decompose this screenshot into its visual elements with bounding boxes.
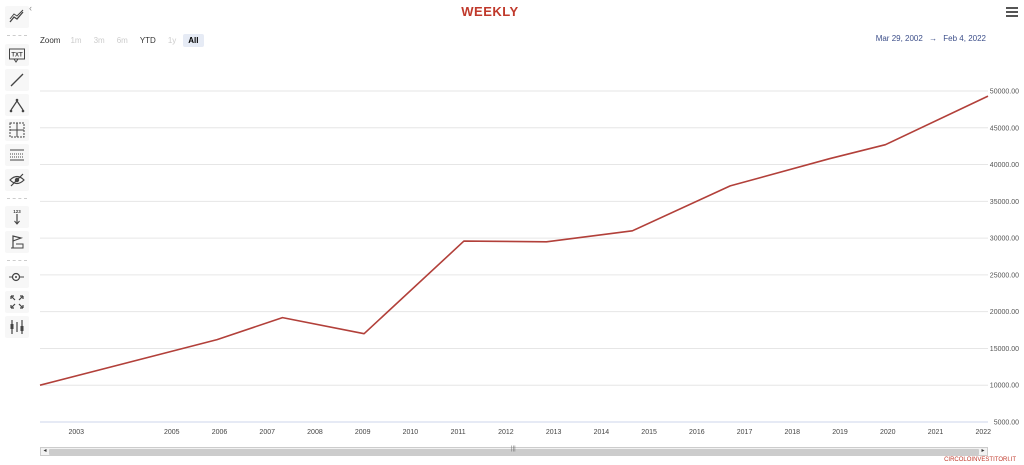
range-from-input[interactable]: Mar 29, 2002: [875, 34, 923, 43]
range-to-input[interactable]: Feb 4, 2022: [943, 34, 986, 43]
x-tick-label: 2018: [785, 429, 801, 436]
measure-icon-label: 123: [13, 209, 21, 214]
y-tick-label: 30000.00: [990, 236, 1019, 243]
measure-icon[interactable]: 123: [5, 206, 29, 228]
x-tick-label: 2011: [451, 429, 466, 436]
scroll-right-icon[interactable]: ▸: [981, 448, 985, 454]
hide-icon[interactable]: [5, 169, 29, 191]
fullscreen-icon[interactable]: [5, 291, 29, 313]
x-tick-label: 2022: [975, 429, 991, 436]
zoom-label: Zoom: [40, 36, 61, 45]
line-icon[interactable]: [5, 69, 29, 91]
y-tick-label: 45000.00: [990, 125, 1019, 132]
zoom-button-ytd[interactable]: YTD: [139, 36, 156, 45]
crosshair-icon[interactable]: [5, 119, 29, 141]
scroll-left-icon[interactable]: ◂: [43, 448, 47, 454]
series-type-icon[interactable]: [5, 6, 29, 28]
x-tick-label: 2014: [594, 429, 610, 436]
x-tick-label: 2007: [259, 429, 275, 436]
text-annotation-icon[interactable]: TXT: [5, 44, 29, 66]
y-tick-label: 15000.00: [990, 346, 1019, 353]
x-tick-label: 2006: [212, 429, 228, 436]
x-tick-label: 2005: [164, 429, 180, 436]
grid-lines-icon[interactable]: [5, 144, 29, 166]
navigator-scrollbar[interactable]: ◂ ||| ▸: [40, 446, 988, 456]
date-range: Mar 29, 2002 → Feb 4, 2022: [872, 34, 986, 43]
x-tick-label: 2003: [68, 429, 84, 436]
series-line[interactable]: [39, 95, 989, 386]
scrollbar-grip-icon: |||: [511, 446, 516, 452]
y-axis-labels: 5000.00 10000.00 15000.00 20000.00 25000.00 3…: [990, 89, 1019, 427]
x-tick-label: 2019: [832, 429, 848, 436]
x-tick-label: 2008: [307, 429, 323, 436]
flag-icon[interactable]: [5, 231, 29, 253]
x-tick-label: 2010: [403, 429, 419, 436]
zoom-button-6m[interactable]: 6m: [116, 36, 128, 45]
credits-link[interactable]: CIRCOLOINVESTITORI.IT: [944, 457, 1016, 463]
zoom-button-1y[interactable]: 1y: [167, 36, 177, 45]
y-tick-label: 20000.00: [990, 309, 1019, 316]
y-tick-label: 10000.00: [990, 383, 1019, 390]
x-tick-label: 2021: [928, 429, 944, 436]
drawing-toolbar: TXT 123: [4, 4, 30, 338]
range-selector: Zoom 1m 3m 6m YTD 1y All: [40, 34, 206, 47]
x-tick-label: 2009: [355, 429, 371, 436]
toolbar-collapse-icon[interactable]: ‹: [29, 3, 32, 13]
x-tick-label: 2013: [546, 429, 562, 436]
zoom-button-3m[interactable]: 3m: [93, 36, 105, 45]
x-tick-label: 2020: [880, 429, 896, 436]
range-arrow: →: [929, 34, 938, 43]
x-tick-label: 2016: [689, 429, 705, 436]
chart-title: WEEKLY: [461, 4, 519, 19]
y-tick-label: 25000.00: [990, 272, 1019, 279]
grid-lines: [40, 90, 988, 423]
y-tick-label: 35000.00: [990, 199, 1019, 206]
x-tick-label: 2015: [641, 429, 657, 436]
y-tick-label: 50000.00: [990, 89, 1019, 96]
indicators-icon[interactable]: [5, 316, 29, 338]
zoom-change-icon[interactable]: [5, 266, 29, 288]
text-icon-label: TXT: [11, 53, 23, 59]
scrollbar-thumb[interactable]: [49, 449, 979, 455]
x-tick-label: 2017: [737, 429, 753, 436]
y-tick-label: 5000.00: [994, 420, 1019, 427]
zoom-button-1m[interactable]: 1m: [70, 36, 82, 45]
x-tick-label: 2012: [498, 429, 514, 436]
hamburger-menu-icon[interactable]: [1006, 7, 1018, 17]
series-group: [39, 95, 989, 386]
pitchfork-icon[interactable]: [5, 94, 29, 116]
y-tick-label: 40000.00: [990, 162, 1019, 169]
zoom-button-all[interactable]: All: [183, 34, 204, 47]
x-axis-labels: 2003 2005 2006 2007 2008 2009 2010 2011 2012 2013…: [68, 429, 991, 436]
